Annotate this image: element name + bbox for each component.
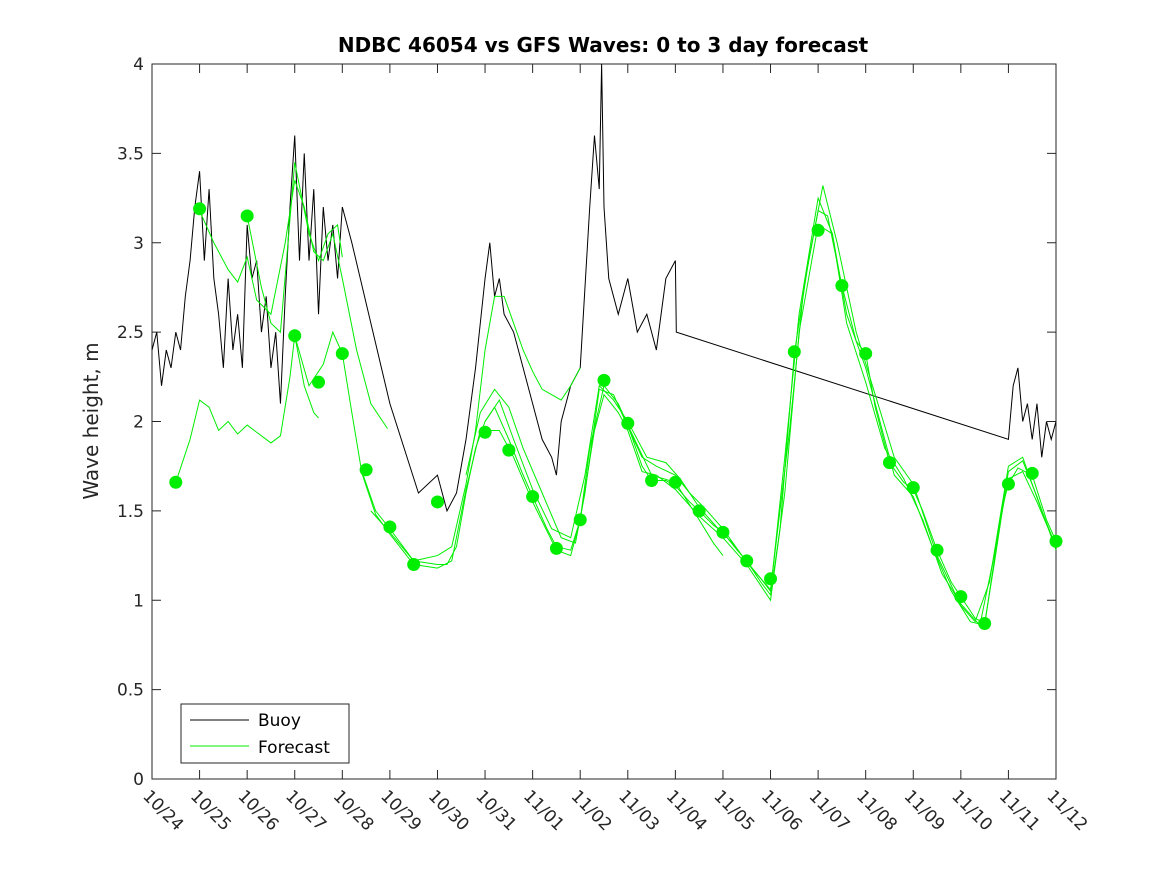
forecast-marker	[359, 463, 373, 477]
forecast-marker	[407, 558, 421, 571]
forecast-marker	[1001, 477, 1015, 491]
forecast-line	[175, 335, 319, 483]
legend-box	[180, 703, 350, 764]
forecast-marker	[312, 375, 326, 389]
plot-frame	[151, 63, 1057, 780]
y-tick-label: 2	[133, 413, 144, 433]
x-tick-label: 11/10	[947, 786, 996, 835]
x-tick-label: 10/24	[138, 786, 187, 835]
x-tick-label: 11/04	[662, 786, 711, 835]
forecast-line	[484, 185, 1057, 623]
y-axis-label: Wave height, m	[79, 342, 103, 499]
forecast-marker	[478, 425, 492, 439]
y-tick-label: 3.5	[117, 144, 144, 164]
x-tick-label: 11/07	[805, 786, 854, 835]
forecast-marker	[882, 456, 896, 470]
forecast-marker	[906, 481, 920, 495]
x-tick-label: 10/31	[472, 786, 521, 835]
forecast-marker	[549, 541, 563, 555]
x-tick-label: 11/05	[709, 786, 758, 835]
forecast-marker	[430, 495, 444, 509]
x-tick-label: 11/12	[1042, 786, 1091, 835]
y-tick-label: 0	[133, 770, 144, 790]
forecast-marker	[787, 345, 801, 359]
x-tick-label: 11/06	[757, 786, 806, 835]
x-tick-label: 10/28	[329, 786, 378, 835]
forecast-marker	[716, 525, 730, 539]
forecast-marker	[859, 347, 873, 361]
forecast-marker	[764, 572, 778, 586]
forecast-marker	[597, 373, 611, 387]
y-tick-label: 3	[133, 234, 144, 254]
forecast-marker	[811, 223, 825, 237]
x-tick-label: 11/08	[852, 786, 901, 835]
y-tick-label: 1	[133, 591, 144, 611]
forecast-marker	[1049, 534, 1063, 548]
forecast-line	[370, 295, 581, 562]
forecast-marker	[1025, 466, 1039, 480]
forecast-marker	[740, 554, 754, 568]
forecast-marker	[502, 443, 516, 457]
forecast-marker	[978, 616, 992, 630]
forecast-marker	[335, 347, 349, 361]
forecast-marker	[954, 590, 968, 604]
legend-buoy-label: Buoy	[258, 711, 301, 731]
y-tick-label: 0.5	[117, 681, 144, 701]
forecast-marker	[645, 473, 659, 487]
forecast-marker	[169, 475, 183, 489]
x-tick-label: 10/26	[234, 786, 283, 835]
forecast-marker	[240, 209, 254, 223]
y-tick-label: 2.5	[117, 323, 144, 343]
y-axis: 0 0.5 1 1.5 2 2.5 3 3.5 4	[117, 55, 1056, 790]
forecast-marker	[526, 490, 540, 504]
x-tick-label: 11/01	[519, 786, 568, 835]
x-tick-label: 11/03	[614, 786, 663, 835]
forecast-marker	[383, 520, 397, 534]
x-tick-label: 11/02	[567, 786, 616, 835]
forecast-marker	[573, 513, 587, 527]
x-tick-label: 10/29	[376, 786, 425, 835]
forecast-line	[246, 162, 343, 334]
forecast-marker	[668, 475, 682, 489]
chart-title: NDBC 46054 vs GFS Waves: 0 to 3 day fore…	[338, 33, 869, 57]
forecast-marker	[835, 279, 849, 293]
forecast-marker	[193, 202, 207, 216]
forecast-marker	[692, 504, 706, 518]
y-tick-label: 4	[133, 55, 144, 75]
forecast-line	[199, 180, 388, 429]
legend-forecast-label: Forecast	[258, 738, 330, 758]
forecast-marker	[930, 543, 944, 557]
forecast-line	[627, 424, 724, 556]
forecast-marker	[288, 329, 302, 343]
forecast-markers	[169, 202, 1063, 630]
x-tick-label: 10/30	[424, 786, 473, 835]
x-tick-label: 11/11	[995, 786, 1044, 835]
y-tick-label: 1.5	[117, 502, 144, 522]
x-tick-label: 11/09	[900, 786, 949, 835]
buoy-line	[151, 63, 1057, 513]
buoy-series	[151, 63, 1057, 513]
x-tick-label: 10/25	[186, 786, 235, 835]
forecast-marker	[621, 416, 635, 430]
legend: Buoy Forecast	[180, 703, 350, 764]
x-tick-label: 10/27	[281, 786, 330, 835]
